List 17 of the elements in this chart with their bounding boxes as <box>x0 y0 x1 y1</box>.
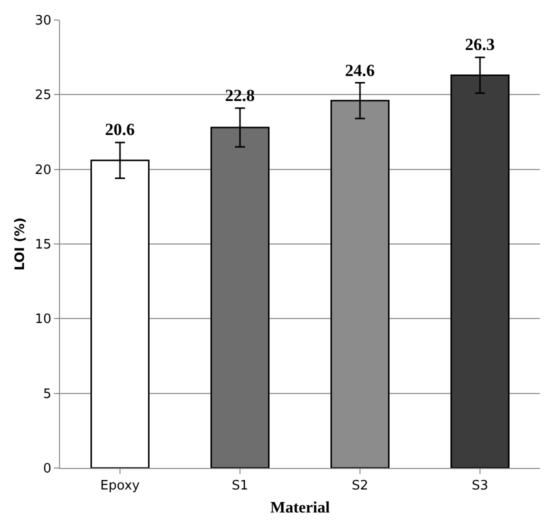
y-tick-label: 0 <box>43 462 52 477</box>
x-tick-label: S3 <box>472 478 488 494</box>
x-tick-label: S2 <box>352 478 368 494</box>
y-tick-label: 20 <box>34 162 52 178</box>
y-tick-label: 25 <box>34 88 52 104</box>
data-label: 20.6 <box>105 120 135 139</box>
y-tick-label: 30 <box>34 14 52 29</box>
y-tick-label: 5 <box>43 386 52 402</box>
data-label: 26.3 <box>465 35 495 54</box>
data-label: 22.8 <box>225 86 255 105</box>
x-axis-title: Material <box>270 499 330 516</box>
y-tick-label: 10 <box>34 312 52 328</box>
x-tick-label: Epoxy <box>100 478 140 494</box>
y-tick-label: 15 <box>34 238 52 253</box>
x-tick-label: S1 <box>232 478 248 494</box>
data-label: 24.6 <box>345 61 375 80</box>
y-axis-title: LOI (%) <box>13 217 28 271</box>
